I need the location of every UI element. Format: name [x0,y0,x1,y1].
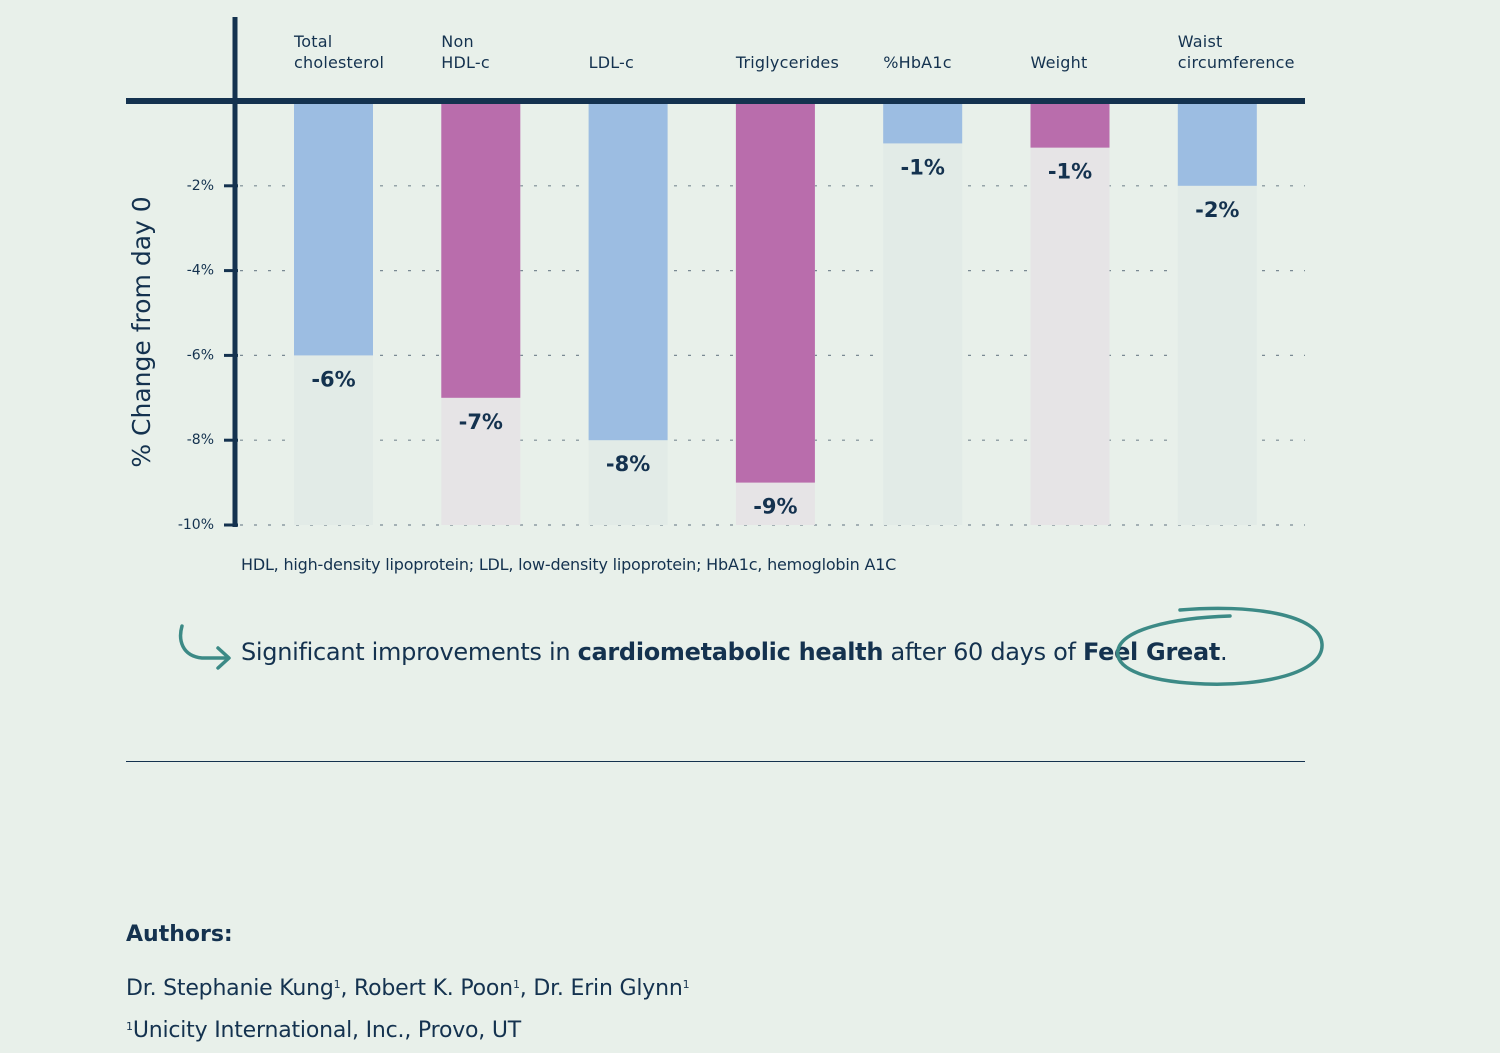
affiliation-marker: 1 [512,978,520,991]
affiliation-marker: 1 [682,978,690,991]
headline-period: . [1220,638,1228,666]
product-name: Feel Great [1082,638,1221,666]
y-tick-label: -6% [187,347,214,363]
y-tick-label: -4% [187,263,214,279]
abbreviations-footnote: HDL, high-density lipoprotein; LDL, low-… [241,555,897,574]
category-label: Total [293,32,332,51]
y-axis-title: % Change from day 0 [127,196,156,467]
bar-track [1030,101,1110,525]
category-label: Weight [1031,53,1088,72]
author-name: Dr. Erin Glynn [533,976,683,1001]
bar [735,101,815,483]
curved-arrow-icon [178,624,231,670]
data-label: -1% [901,155,945,179]
section-divider [126,761,1305,762]
headline-emphasis: cardiometabolic health [577,638,884,666]
authors-heading: Authors: [126,922,233,947]
bar [588,101,668,441]
affiliation-marker: 1 [333,978,341,991]
y-tick-label: -8% [187,432,214,448]
category-label: LDL-c [589,53,634,72]
bar [1030,101,1110,148]
bar-track [883,101,963,525]
data-label: -1% [1048,160,1092,184]
author-separator: , [519,976,534,1001]
data-label: -7% [459,410,503,434]
category-label: Non [441,32,474,51]
category-label: circumference [1178,53,1295,72]
category-label: cholesterol [294,53,384,72]
author-separator: , [340,976,355,1001]
headline: Significant improvements in cardiometabo… [241,638,1228,666]
affiliation-text: Unicity International, Inc., Provo, UT [132,1018,522,1043]
bar-chart: -2% -4% -6% -8% -10% -6% Total cholesterol -7% No… [126,17,1305,533]
hand-drawn-circle-icon [1116,606,1324,686]
category-label: Triglycerides [735,53,839,72]
affiliation: 1Unicity International, Inc., Provo, UT [126,1018,521,1043]
data-label: -8% [606,452,650,476]
bar [883,101,963,144]
bar [294,101,373,356]
data-label: -6% [311,367,355,391]
authors-list: Dr. Stephanie Kung1, Robert K. Poon1, Dr… [126,976,690,1001]
affiliation-marker: 1 [126,1020,133,1033]
y-tick-label: -10% [178,517,214,533]
category-label: HDL-c [441,53,490,72]
headline-text-2: after 60 days of [883,638,1083,666]
author-name: Dr. Stephanie Kung [126,976,334,1001]
y-tick-label: -2% [187,178,214,194]
category-label: Waist [1178,32,1223,51]
bar [441,101,521,398]
bar [1177,101,1257,186]
author-name: Robert K. Poon [354,976,513,1001]
data-label: -9% [753,495,797,519]
headline-text: Significant improvements in [241,638,578,666]
category-label: %HbA1c [883,53,952,72]
data-label: -2% [1195,198,1239,222]
